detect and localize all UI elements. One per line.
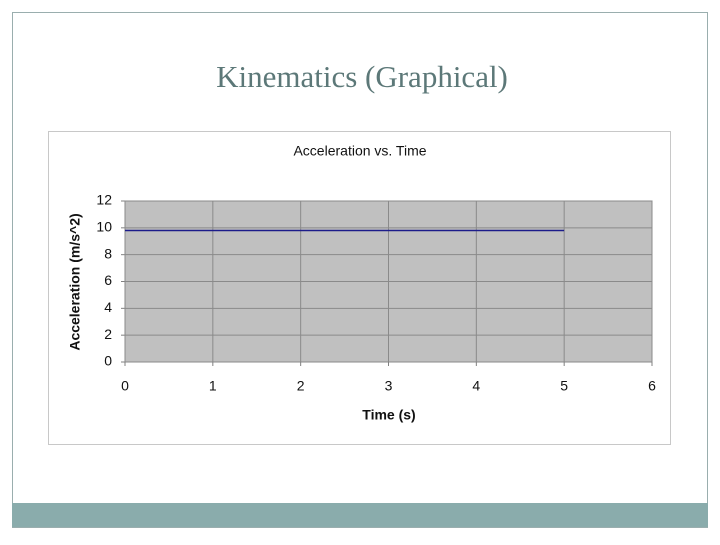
slide-title: Kinematics (Graphical): [216, 59, 508, 94]
x-axis-label: Time (s): [362, 407, 415, 423]
y-tick-label: 12: [96, 192, 112, 208]
x-tick-label: 5: [560, 378, 568, 394]
x-tick-label: 3: [385, 378, 393, 394]
x-tick-label: 1: [209, 378, 217, 394]
y-tick-label: 4: [104, 299, 112, 315]
y-axis-label: Acceleration (m/s^2): [67, 213, 83, 350]
x-tick-label: 4: [472, 378, 480, 394]
x-tick-label: 2: [297, 378, 305, 394]
y-tick-label: 8: [104, 245, 112, 261]
chart-title: Acceleration vs. Time: [293, 143, 426, 159]
y-tick-label: 6: [104, 272, 112, 288]
y-tick-label: 0: [104, 353, 112, 369]
y-tick-label: 10: [96, 219, 112, 235]
x-tick-label: 6: [648, 378, 656, 394]
y-tick-label: 2: [104, 326, 112, 342]
footer-bar: [12, 503, 708, 527]
x-tick-label: 0: [121, 378, 129, 394]
